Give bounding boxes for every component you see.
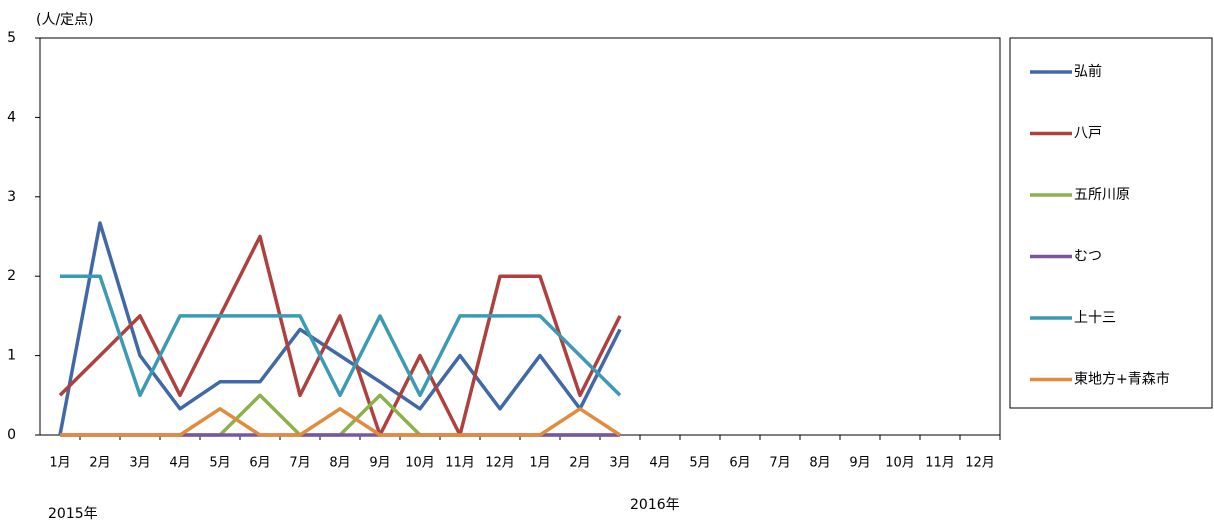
legend-label: 五所川原 bbox=[1074, 187, 1130, 203]
x-tick-label: 9月 bbox=[849, 456, 870, 471]
series-line bbox=[60, 407, 621, 437]
x-tick-label: 6月 bbox=[729, 456, 750, 471]
x-tick-label: 10月 bbox=[405, 456, 435, 471]
year-label: 2015年 bbox=[48, 506, 98, 522]
legend-label: 弘前 bbox=[1074, 63, 1102, 80]
year-label: 2016年 bbox=[630, 497, 680, 513]
series-line bbox=[58, 234, 622, 437]
x-tick-label: 2月 bbox=[569, 456, 590, 471]
legend-label: 上十三 bbox=[1074, 310, 1116, 326]
x-tick-label: 12月 bbox=[485, 456, 515, 471]
series-line bbox=[58, 221, 622, 436]
x-tick-label: 1月 bbox=[529, 456, 550, 471]
x-tick-label: 11月 bbox=[445, 456, 475, 471]
x-tick-label: 9月 bbox=[369, 456, 390, 471]
x-tick-label: 4月 bbox=[169, 456, 190, 471]
x-tick-label: 12月 bbox=[965, 456, 995, 471]
x-tick-label: 7月 bbox=[769, 456, 790, 471]
y-tick-label: 0 bbox=[7, 427, 16, 443]
x-tick-label: 10月 bbox=[885, 456, 915, 471]
x-tick-label: 5月 bbox=[209, 456, 230, 471]
x-tick-label: 3月 bbox=[609, 456, 630, 471]
legend-label: 八戸 bbox=[1074, 126, 1102, 142]
y-tick-label: 5 bbox=[7, 30, 16, 46]
y-tick-label: 2 bbox=[7, 268, 16, 284]
x-tick-label: 6月 bbox=[249, 456, 270, 471]
y-tick-label: 1 bbox=[7, 348, 16, 364]
x-tick-label: 1月 bbox=[49, 456, 70, 471]
y-tick-label: 3 bbox=[7, 189, 16, 205]
plot-area bbox=[39, 37, 1001, 436]
x-tick-label: 7月 bbox=[289, 456, 310, 471]
x-tick-label: 5月 bbox=[689, 456, 710, 471]
y-axis-label: (人/定点) bbox=[36, 12, 94, 28]
x-tick-label: 8月 bbox=[809, 456, 830, 471]
x-tick-label: 4月 bbox=[649, 456, 670, 471]
x-tick-label: 11月 bbox=[925, 456, 955, 471]
legend-box bbox=[1009, 37, 1213, 409]
x-tick-label: 8月 bbox=[329, 456, 350, 471]
y-tick-label: 4 bbox=[7, 109, 16, 125]
x-tick-label: 3月 bbox=[129, 456, 150, 471]
legend-label: 東地方+青森市 bbox=[1074, 371, 1170, 388]
series-line bbox=[60, 393, 620, 437]
legend-label: むつ bbox=[1074, 249, 1102, 265]
series-line bbox=[60, 274, 622, 398]
x-tick-label: 2月 bbox=[89, 456, 110, 471]
